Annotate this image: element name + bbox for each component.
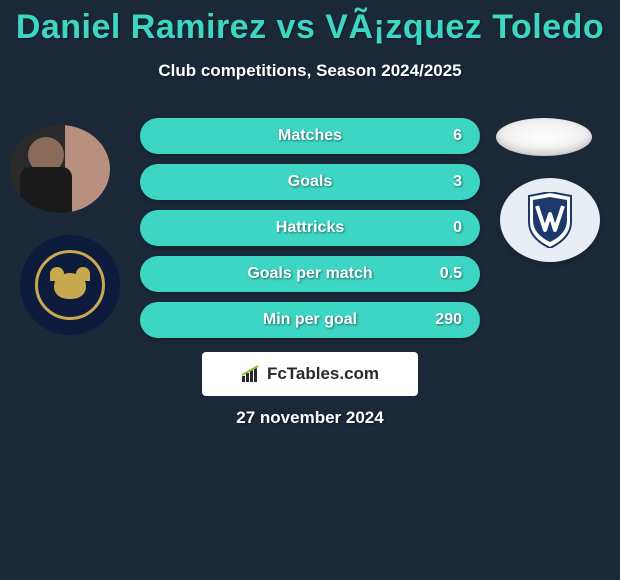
stats-container: Matches 6 Goals 3 Hattricks 0 Goals per … [140, 118, 480, 348]
shield-icon [527, 192, 573, 248]
club-left-badge-inner [35, 250, 105, 320]
stat-row: Goals per match 0.5 [140, 256, 480, 292]
source-logo-text: FcTables.com [267, 364, 379, 384]
stat-label: Hattricks [276, 219, 344, 237]
stat-row: Goals 3 [140, 164, 480, 200]
stat-label: Goals [288, 173, 332, 191]
stat-label: Min per goal [263, 311, 357, 329]
club-left-badge [20, 235, 120, 335]
stat-row: Hattricks 0 [140, 210, 480, 246]
stat-right-value: 0 [422, 219, 462, 237]
stat-right-value: 0.5 [422, 265, 462, 283]
club-right-badge [500, 178, 600, 262]
bar-chart-icon [241, 365, 263, 383]
stat-row: Matches 6 [140, 118, 480, 154]
stat-label: Goals per match [247, 265, 372, 283]
stat-row: Min per goal 290 [140, 302, 480, 338]
page-title: Daniel Ramirez vs VÃ¡zquez Toledo [0, 0, 620, 47]
player-right-avatar [496, 118, 592, 156]
stat-right-value: 290 [422, 311, 462, 329]
puma-icon [48, 267, 92, 303]
date-label: 27 november 2024 [0, 408, 620, 428]
stat-label: Matches [278, 127, 342, 145]
player-left-avatar [10, 125, 110, 213]
subtitle: Club competitions, Season 2024/2025 [0, 61, 620, 81]
stat-right-value: 3 [422, 173, 462, 191]
stat-right-value: 6 [422, 127, 462, 145]
source-logo: FcTables.com [202, 352, 418, 396]
